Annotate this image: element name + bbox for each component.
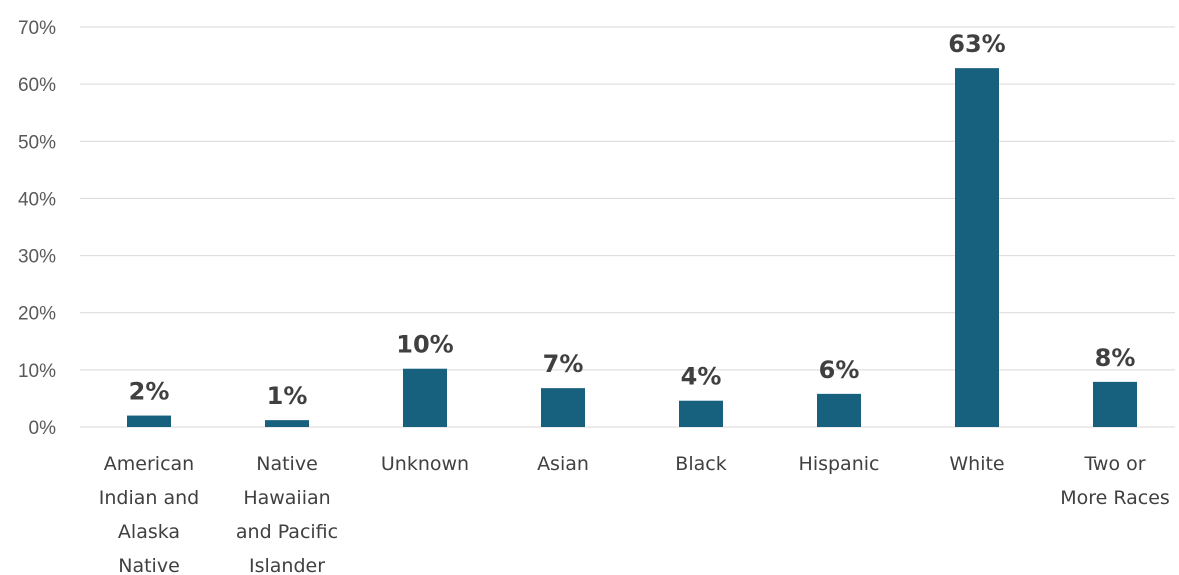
bar	[265, 420, 309, 427]
data-label: 6%	[819, 356, 860, 384]
y-tick-label: 70%	[18, 18, 56, 39]
y-tick-label: 50%	[18, 132, 56, 153]
x-tick-label: Two or	[1083, 453, 1145, 475]
data-label: 8%	[1095, 344, 1136, 372]
data-label: 63%	[948, 30, 1005, 58]
bar	[817, 393, 861, 427]
data-labels: 2% 1% 10% 7% 4% 6% 63% 8%	[129, 30, 1136, 410]
x-tick-label: Asian	[537, 453, 589, 475]
gridlines	[80, 26, 1175, 428]
y-tick-label: 10%	[18, 361, 56, 382]
x-tick-label: Hawaiian	[243, 487, 330, 509]
y-tick-label: 0%	[29, 418, 57, 439]
y-axis-ticks: 0% 10% 20% 30% 40% 50% 60% 70%	[18, 18, 56, 439]
bar	[127, 415, 171, 427]
data-label: 7%	[543, 350, 584, 378]
x-tick-label: Unknown	[381, 453, 469, 475]
x-axis-labels: American Indian and Alaska Native Native Hawa…	[99, 453, 1170, 575]
bars	[127, 68, 1137, 428]
bar	[1093, 381, 1137, 427]
data-label: 10%	[396, 331, 453, 359]
x-tick-label: Indian and	[99, 487, 199, 509]
y-tick-label: 40%	[18, 189, 56, 210]
x-tick-label: Alaska	[118, 521, 180, 543]
data-label: 1%	[267, 382, 308, 410]
x-tick-label: American	[104, 453, 194, 475]
bar	[955, 68, 999, 428]
x-tick-label: Hispanic	[799, 453, 880, 475]
x-tick-label: and Pacific	[236, 521, 338, 543]
bar	[541, 388, 585, 427]
x-tick-label: Native	[118, 555, 180, 575]
x-tick-label: More Races	[1060, 487, 1170, 509]
data-label: 2%	[129, 378, 170, 406]
bar	[403, 368, 447, 427]
y-tick-label: 60%	[18, 75, 56, 96]
x-tick-label: White	[949, 453, 1004, 475]
y-tick-label: 20%	[18, 304, 56, 325]
bar	[679, 400, 723, 427]
data-label: 4%	[681, 363, 722, 391]
x-tick-label: Native	[256, 453, 318, 475]
x-tick-label: Black	[675, 453, 726, 475]
x-tick-label: Islander	[249, 555, 325, 575]
y-tick-label: 30%	[18, 247, 56, 268]
